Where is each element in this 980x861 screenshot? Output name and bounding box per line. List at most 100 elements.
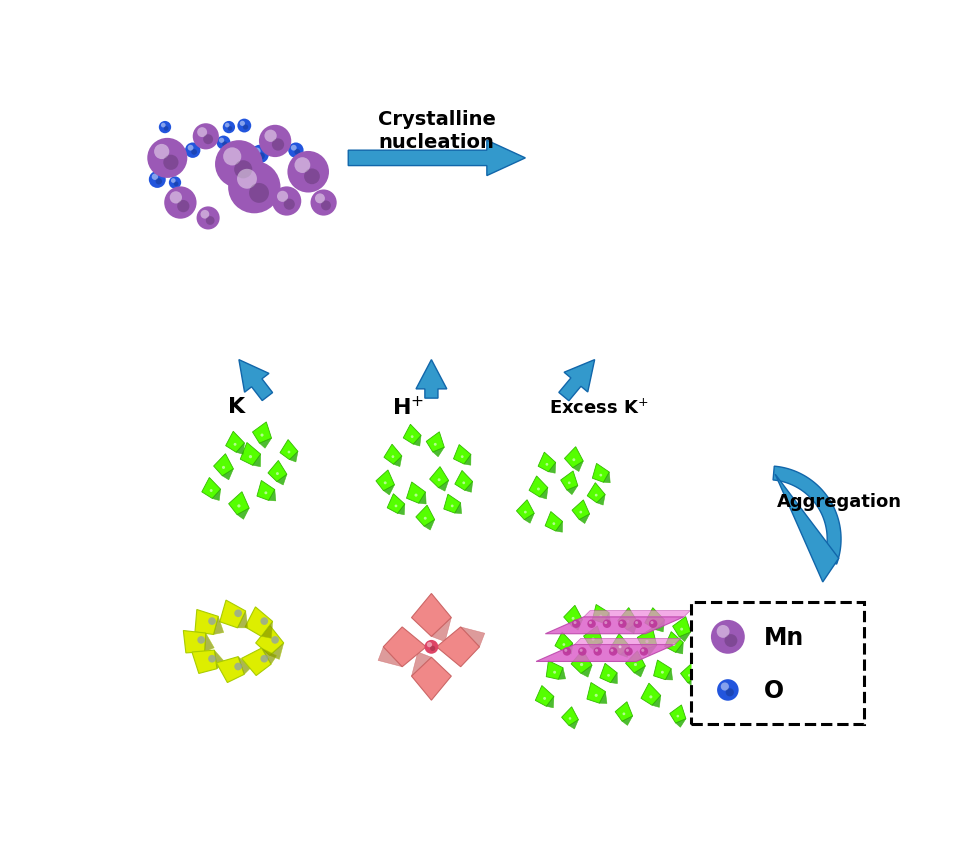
Circle shape: [321, 201, 331, 211]
Circle shape: [415, 494, 417, 497]
Circle shape: [546, 463, 548, 466]
Circle shape: [233, 443, 236, 446]
Circle shape: [271, 636, 279, 644]
Circle shape: [237, 505, 240, 508]
Circle shape: [434, 443, 437, 446]
Polygon shape: [622, 716, 633, 726]
Circle shape: [635, 622, 638, 624]
Polygon shape: [412, 658, 452, 700]
Polygon shape: [597, 495, 606, 505]
Polygon shape: [675, 643, 683, 654]
Circle shape: [311, 190, 337, 216]
Polygon shape: [571, 650, 592, 673]
Polygon shape: [398, 505, 405, 515]
Polygon shape: [587, 683, 606, 703]
Circle shape: [237, 170, 257, 189]
Polygon shape: [383, 627, 426, 667]
Circle shape: [451, 505, 454, 508]
Polygon shape: [280, 440, 298, 460]
Polygon shape: [546, 661, 563, 679]
Circle shape: [580, 663, 583, 666]
Circle shape: [618, 646, 621, 648]
Circle shape: [622, 713, 625, 715]
Circle shape: [170, 192, 182, 204]
Polygon shape: [436, 627, 479, 667]
Circle shape: [240, 121, 245, 127]
Polygon shape: [376, 470, 395, 491]
Circle shape: [579, 511, 582, 514]
Polygon shape: [276, 474, 287, 486]
Polygon shape: [562, 707, 578, 726]
Polygon shape: [289, 452, 298, 462]
Polygon shape: [645, 608, 664, 630]
Polygon shape: [579, 514, 590, 524]
Polygon shape: [407, 482, 425, 504]
Circle shape: [717, 679, 739, 701]
Circle shape: [595, 494, 598, 497]
Circle shape: [634, 663, 637, 666]
Circle shape: [626, 620, 629, 623]
Circle shape: [249, 455, 252, 459]
Circle shape: [165, 187, 197, 220]
Polygon shape: [228, 492, 249, 515]
Polygon shape: [600, 664, 617, 683]
Circle shape: [430, 646, 435, 651]
Circle shape: [651, 622, 654, 624]
Polygon shape: [433, 448, 444, 457]
Polygon shape: [675, 719, 686, 728]
Polygon shape: [714, 647, 733, 668]
Circle shape: [438, 479, 441, 481]
Polygon shape: [695, 691, 713, 711]
Circle shape: [553, 671, 556, 674]
Circle shape: [579, 649, 583, 652]
Polygon shape: [245, 607, 272, 636]
Circle shape: [461, 455, 464, 459]
Polygon shape: [225, 431, 244, 453]
Circle shape: [589, 622, 592, 624]
Polygon shape: [555, 633, 572, 653]
Text: Excess K$^{+}$: Excess K$^{+}$: [550, 399, 649, 418]
Circle shape: [619, 622, 622, 624]
Circle shape: [149, 172, 166, 189]
Polygon shape: [574, 639, 681, 645]
Polygon shape: [617, 608, 638, 630]
Circle shape: [600, 474, 602, 477]
Polygon shape: [465, 455, 471, 466]
Circle shape: [711, 682, 713, 684]
Circle shape: [572, 459, 575, 461]
Circle shape: [672, 643, 675, 647]
Polygon shape: [545, 512, 563, 531]
Polygon shape: [672, 616, 691, 637]
Circle shape: [288, 143, 304, 158]
Circle shape: [217, 136, 230, 150]
Polygon shape: [236, 443, 244, 455]
Polygon shape: [773, 467, 841, 565]
Circle shape: [147, 139, 187, 179]
Polygon shape: [581, 666, 592, 678]
Polygon shape: [572, 461, 583, 472]
Circle shape: [563, 647, 571, 656]
Polygon shape: [540, 488, 548, 499]
Circle shape: [649, 620, 658, 629]
Polygon shape: [572, 500, 590, 520]
Polygon shape: [262, 622, 272, 639]
Circle shape: [661, 671, 663, 674]
Circle shape: [197, 128, 207, 138]
Polygon shape: [384, 444, 402, 465]
Circle shape: [234, 663, 242, 671]
Polygon shape: [213, 490, 220, 501]
Polygon shape: [536, 645, 674, 662]
Polygon shape: [444, 494, 461, 513]
Circle shape: [624, 647, 633, 656]
Polygon shape: [403, 424, 421, 444]
Polygon shape: [269, 490, 275, 501]
Circle shape: [592, 638, 595, 641]
Circle shape: [215, 141, 263, 189]
Circle shape: [223, 148, 241, 166]
Circle shape: [305, 183, 310, 188]
Circle shape: [259, 183, 264, 187]
Polygon shape: [775, 474, 839, 582]
Circle shape: [603, 620, 612, 629]
Circle shape: [237, 120, 251, 133]
Circle shape: [156, 179, 162, 185]
